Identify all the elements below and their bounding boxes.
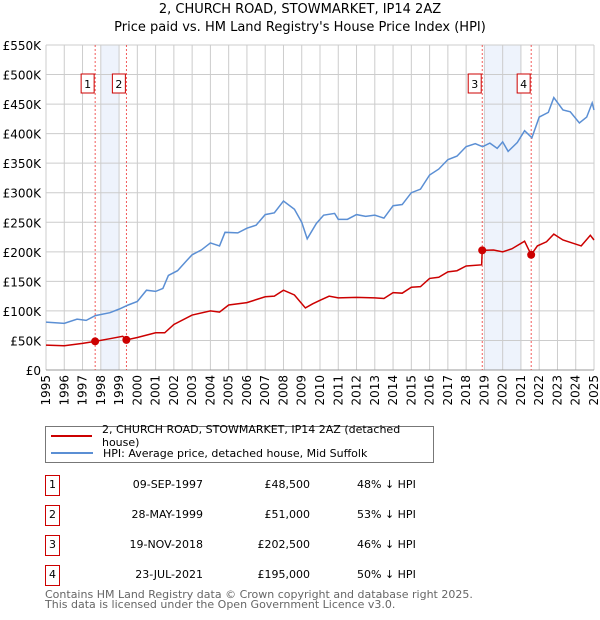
x-tick-label: 1997: [76, 375, 90, 406]
x-tick-label: 1996: [57, 375, 71, 406]
x-tick-label: 2022: [532, 375, 546, 406]
footer: Contains HM Land Registry data © Crown c…: [45, 588, 473, 611]
x-tick-label: 2023: [550, 375, 564, 406]
y-tick-label: £350K: [3, 157, 43, 171]
sale-date: 23-JUL-2021: [135, 568, 203, 581]
sale-price: £195,000: [257, 568, 311, 581]
sale-marker-box: 2: [45, 505, 60, 526]
x-tick-label: 2025: [587, 375, 600, 406]
x-tick-label: 2015: [404, 375, 418, 406]
x-tick-label: 2002: [167, 375, 181, 406]
hpi-diff: 48% ↓ HPI: [357, 478, 416, 491]
sale-point: [91, 337, 100, 346]
chart-title: 2, CHURCH ROAD, STOWMARKET, IP14 2AZ: [158, 2, 442, 17]
legend-item-hpi: HPI: Average price, detached house, Mid …: [46, 445, 367, 461]
sale-marker-box: [467, 73, 482, 94]
x-tick-label: 2010: [313, 375, 327, 406]
y-tick-label: £450K: [3, 98, 43, 112]
x-tick-label: 2016: [423, 375, 437, 406]
shaded-period: [100, 45, 120, 370]
x-tick-label: 1999: [112, 375, 126, 406]
y-tick-label: £400K: [3, 128, 43, 142]
y-tick-label: £250K: [3, 216, 43, 230]
x-tick-label: 2011: [331, 375, 345, 406]
x-tick-label: 2000: [130, 375, 144, 406]
x-tick-label: 2006: [240, 375, 254, 406]
x-tick-label: 1998: [94, 375, 108, 406]
x-tick-label: 2013: [368, 375, 382, 406]
y-tick-label: £550K: [3, 39, 43, 53]
sale-price: £202,500: [257, 538, 311, 551]
x-tick-label: 2005: [222, 375, 236, 406]
transaction-row: 3 19-NOV-2018 £202,500 46% ↓ HPI: [45, 535, 445, 556]
x-tick-label: 2012: [350, 375, 364, 406]
transaction-row: 2 28-MAY-1999 £51,000 53% ↓ HPI: [45, 505, 445, 526]
y-tick-label: £150K: [3, 275, 43, 289]
hpi-diff: 53% ↓ HPI: [357, 508, 416, 521]
sale-date: 28-MAY-1999: [131, 508, 203, 521]
legend-swatch: [51, 435, 92, 437]
sale-marker-label: 2: [115, 78, 122, 91]
sale-point: [122, 335, 131, 344]
x-tick-label: 2003: [185, 375, 199, 406]
sale-marker-box: 3: [45, 535, 60, 556]
x-tick-label: 2024: [569, 375, 583, 406]
y-tick-label: £500K: [3, 69, 43, 83]
sale-marker-box: 4: [45, 565, 60, 586]
x-tick-label: 2004: [203, 375, 217, 406]
y-tick-label: £50K: [10, 334, 42, 348]
legend-label: HPI: Average price, detached house, Mid …: [103, 446, 368, 460]
sale-marker-label: 1: [84, 78, 91, 91]
legend-label: 2, CHURCH ROAD, STOWMARKET, IP14 2AZ (de…: [101, 423, 401, 449]
x-tick-label: 2019: [477, 375, 491, 406]
series-line: [45, 233, 595, 347]
x-tick-label: 2020: [496, 375, 510, 406]
legend-swatch: [51, 452, 93, 454]
sale-marker-box: [516, 73, 531, 94]
price-chart: £0 £50K £100K £150K £200K £250K £300K £350K £400…: [3, 39, 600, 406]
footer-line: Contains HM Land Registry data © Crown c…: [45, 588, 473, 601]
transaction-row: 4 23-JUL-2021 £195,000 50% ↓ HPI: [45, 565, 445, 586]
x-tick-label: 2017: [441, 375, 455, 406]
x-tick-label: 1995: [39, 375, 53, 406]
footer-line: This data is licensed under the Open Gov…: [45, 598, 396, 611]
y-tick-label: £100K: [3, 305, 43, 319]
series-line: [45, 96, 595, 325]
sale-marker-label: 4: [520, 78, 527, 91]
sale-point: [527, 250, 536, 259]
sale-marker-label: 3: [471, 78, 478, 91]
x-tick-label: 2001: [149, 375, 163, 406]
transaction-row: 1 09-SEP-1997 £48,500 48% ↓ HPI: [45, 475, 445, 496]
sale-date: 09-SEP-1997: [132, 478, 203, 491]
sale-marker-box: [111, 73, 126, 94]
sale-price: £48,500: [264, 478, 311, 491]
legend-item-property: 2, CHURCH ROAD, STOWMARKET, IP14 2AZ (de…: [46, 423, 433, 449]
y-tick-label: £200K: [3, 246, 43, 260]
hpi-diff: 46% ↓ HPI: [357, 538, 416, 551]
y-tick-label: £300K: [3, 187, 43, 201]
sale-point: [478, 246, 487, 255]
x-tick-label: 2018: [459, 375, 473, 406]
x-tick-label: 2008: [276, 375, 290, 406]
sale-marker-box: 1: [45, 475, 60, 496]
x-tick-label: 2021: [514, 375, 528, 406]
x-tick-label: 2009: [295, 375, 309, 406]
hpi-diff: 50% ↓ HPI: [357, 568, 416, 581]
y-tick-label: £0: [26, 364, 41, 378]
legend: 2, CHURCH ROAD, STOWMARKET, IP14 2AZ (de…: [45, 423, 434, 463]
sale-price: £51,000: [264, 508, 311, 521]
chart-subtitle: Price paid vs. HM Land Registry's House …: [114, 20, 486, 35]
x-tick-label: 2014: [386, 375, 400, 406]
sale-marker-box: [80, 73, 95, 94]
x-tick-label: 2007: [258, 375, 272, 406]
sale-date: 19-NOV-2018: [129, 538, 203, 551]
